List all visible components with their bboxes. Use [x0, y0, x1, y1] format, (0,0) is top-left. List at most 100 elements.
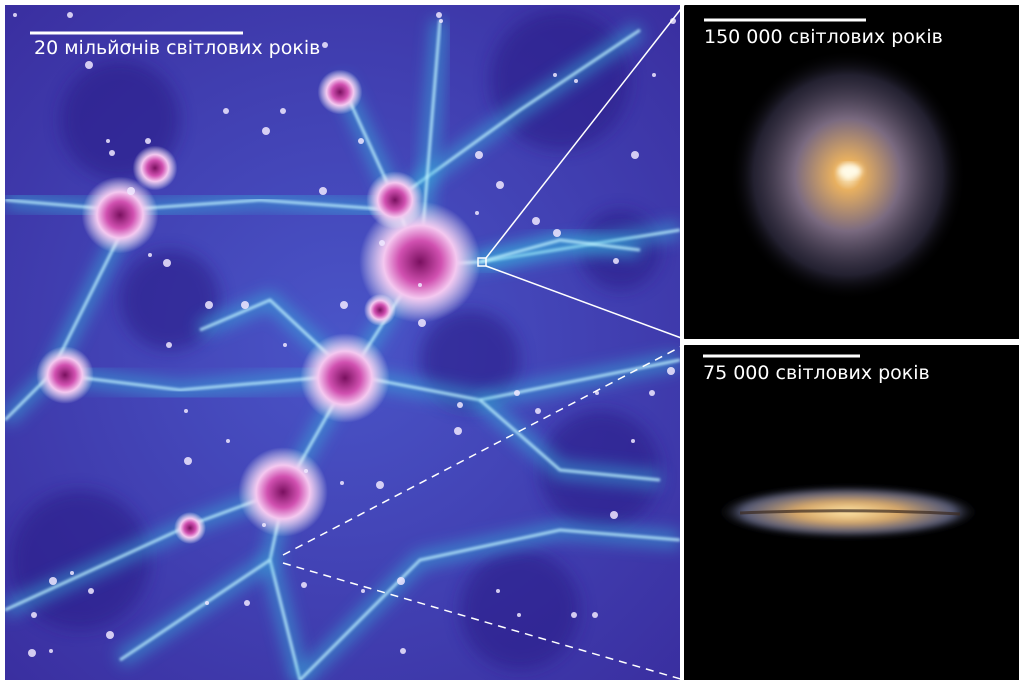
- halo: [359, 201, 481, 323]
- knot: [109, 150, 115, 156]
- knot: [301, 582, 307, 588]
- knot: [595, 391, 599, 395]
- knot: [106, 631, 114, 639]
- knot: [223, 108, 229, 114]
- knot: [397, 577, 405, 585]
- knot: [322, 42, 328, 48]
- knot: [496, 589, 500, 593]
- halo: [317, 69, 363, 115]
- knot: [127, 43, 131, 47]
- knot: [379, 240, 385, 246]
- halo: [36, 346, 94, 404]
- knot: [283, 343, 287, 347]
- knot: [145, 138, 151, 144]
- knot: [571, 612, 577, 618]
- filament: [59, 373, 351, 392]
- cosmic-web-image: [5, 5, 680, 680]
- knot: [496, 181, 504, 189]
- knot: [667, 367, 675, 375]
- knot: [226, 439, 230, 443]
- knot: [13, 13, 17, 17]
- filament: [479, 398, 661, 482]
- knot: [418, 319, 426, 327]
- knot: [280, 108, 286, 114]
- knot: [358, 138, 364, 144]
- knot: [304, 469, 308, 473]
- knot: [532, 217, 540, 225]
- knot: [457, 402, 463, 408]
- filament: [119, 558, 271, 662]
- scale-label: 75 000 світлових років: [703, 362, 930, 384]
- knot: [400, 648, 406, 654]
- knot: [631, 439, 635, 443]
- halo: [132, 145, 178, 191]
- knot: [475, 151, 483, 159]
- scale-label: 150 000 світлових років: [704, 26, 943, 48]
- knot: [361, 589, 365, 593]
- knot: [67, 12, 73, 18]
- knot: [184, 409, 188, 413]
- knot: [514, 390, 520, 396]
- knot: [592, 612, 598, 618]
- knot: [88, 588, 94, 594]
- zoom-line: [485, 4, 685, 259]
- knot: [610, 511, 618, 519]
- halo: [238, 447, 328, 537]
- knot: [49, 577, 57, 585]
- knot: [184, 457, 192, 465]
- dust-lane: [739, 509, 961, 516]
- knot: [517, 613, 521, 617]
- knot: [553, 73, 557, 77]
- knot: [670, 18, 676, 24]
- knot: [262, 127, 270, 135]
- knot: [127, 187, 135, 195]
- galaxy-core: [838, 164, 862, 178]
- knot: [535, 408, 541, 414]
- knot: [454, 427, 462, 435]
- halo: [366, 171, 424, 229]
- knot: [631, 151, 639, 159]
- halo: [364, 294, 396, 326]
- knot: [85, 61, 93, 69]
- knot: [652, 73, 656, 77]
- knot: [241, 301, 249, 309]
- knot: [262, 523, 266, 527]
- halo: [300, 333, 390, 423]
- void: [420, 310, 520, 410]
- knot: [205, 301, 213, 309]
- knot: [475, 211, 479, 215]
- void: [120, 250, 220, 350]
- halo: [81, 176, 159, 254]
- knot: [553, 229, 561, 237]
- knot: [166, 342, 172, 348]
- knot: [436, 12, 442, 18]
- zoom-box: [477, 257, 487, 267]
- knot: [163, 259, 171, 267]
- knot: [205, 601, 209, 605]
- knot: [418, 283, 422, 287]
- knot: [613, 258, 619, 264]
- filament: [298, 528, 680, 680]
- filament: [119, 198, 396, 212]
- halo: [174, 512, 206, 544]
- knot: [28, 649, 36, 657]
- knot: [376, 481, 384, 489]
- knot: [649, 390, 655, 396]
- knot: [340, 301, 348, 309]
- knot: [319, 187, 327, 195]
- knot: [70, 571, 74, 575]
- knot: [340, 481, 344, 485]
- knot: [31, 612, 37, 618]
- knot: [439, 19, 443, 23]
- knot: [574, 79, 578, 83]
- filament: [394, 28, 641, 202]
- knot: [106, 139, 110, 143]
- void: [460, 550, 580, 670]
- zoom-line: [485, 265, 685, 340]
- knot: [244, 600, 250, 606]
- filament: [479, 238, 641, 264]
- knot: [49, 649, 53, 653]
- zoom-line: [282, 344, 685, 556]
- knot: [148, 253, 152, 257]
